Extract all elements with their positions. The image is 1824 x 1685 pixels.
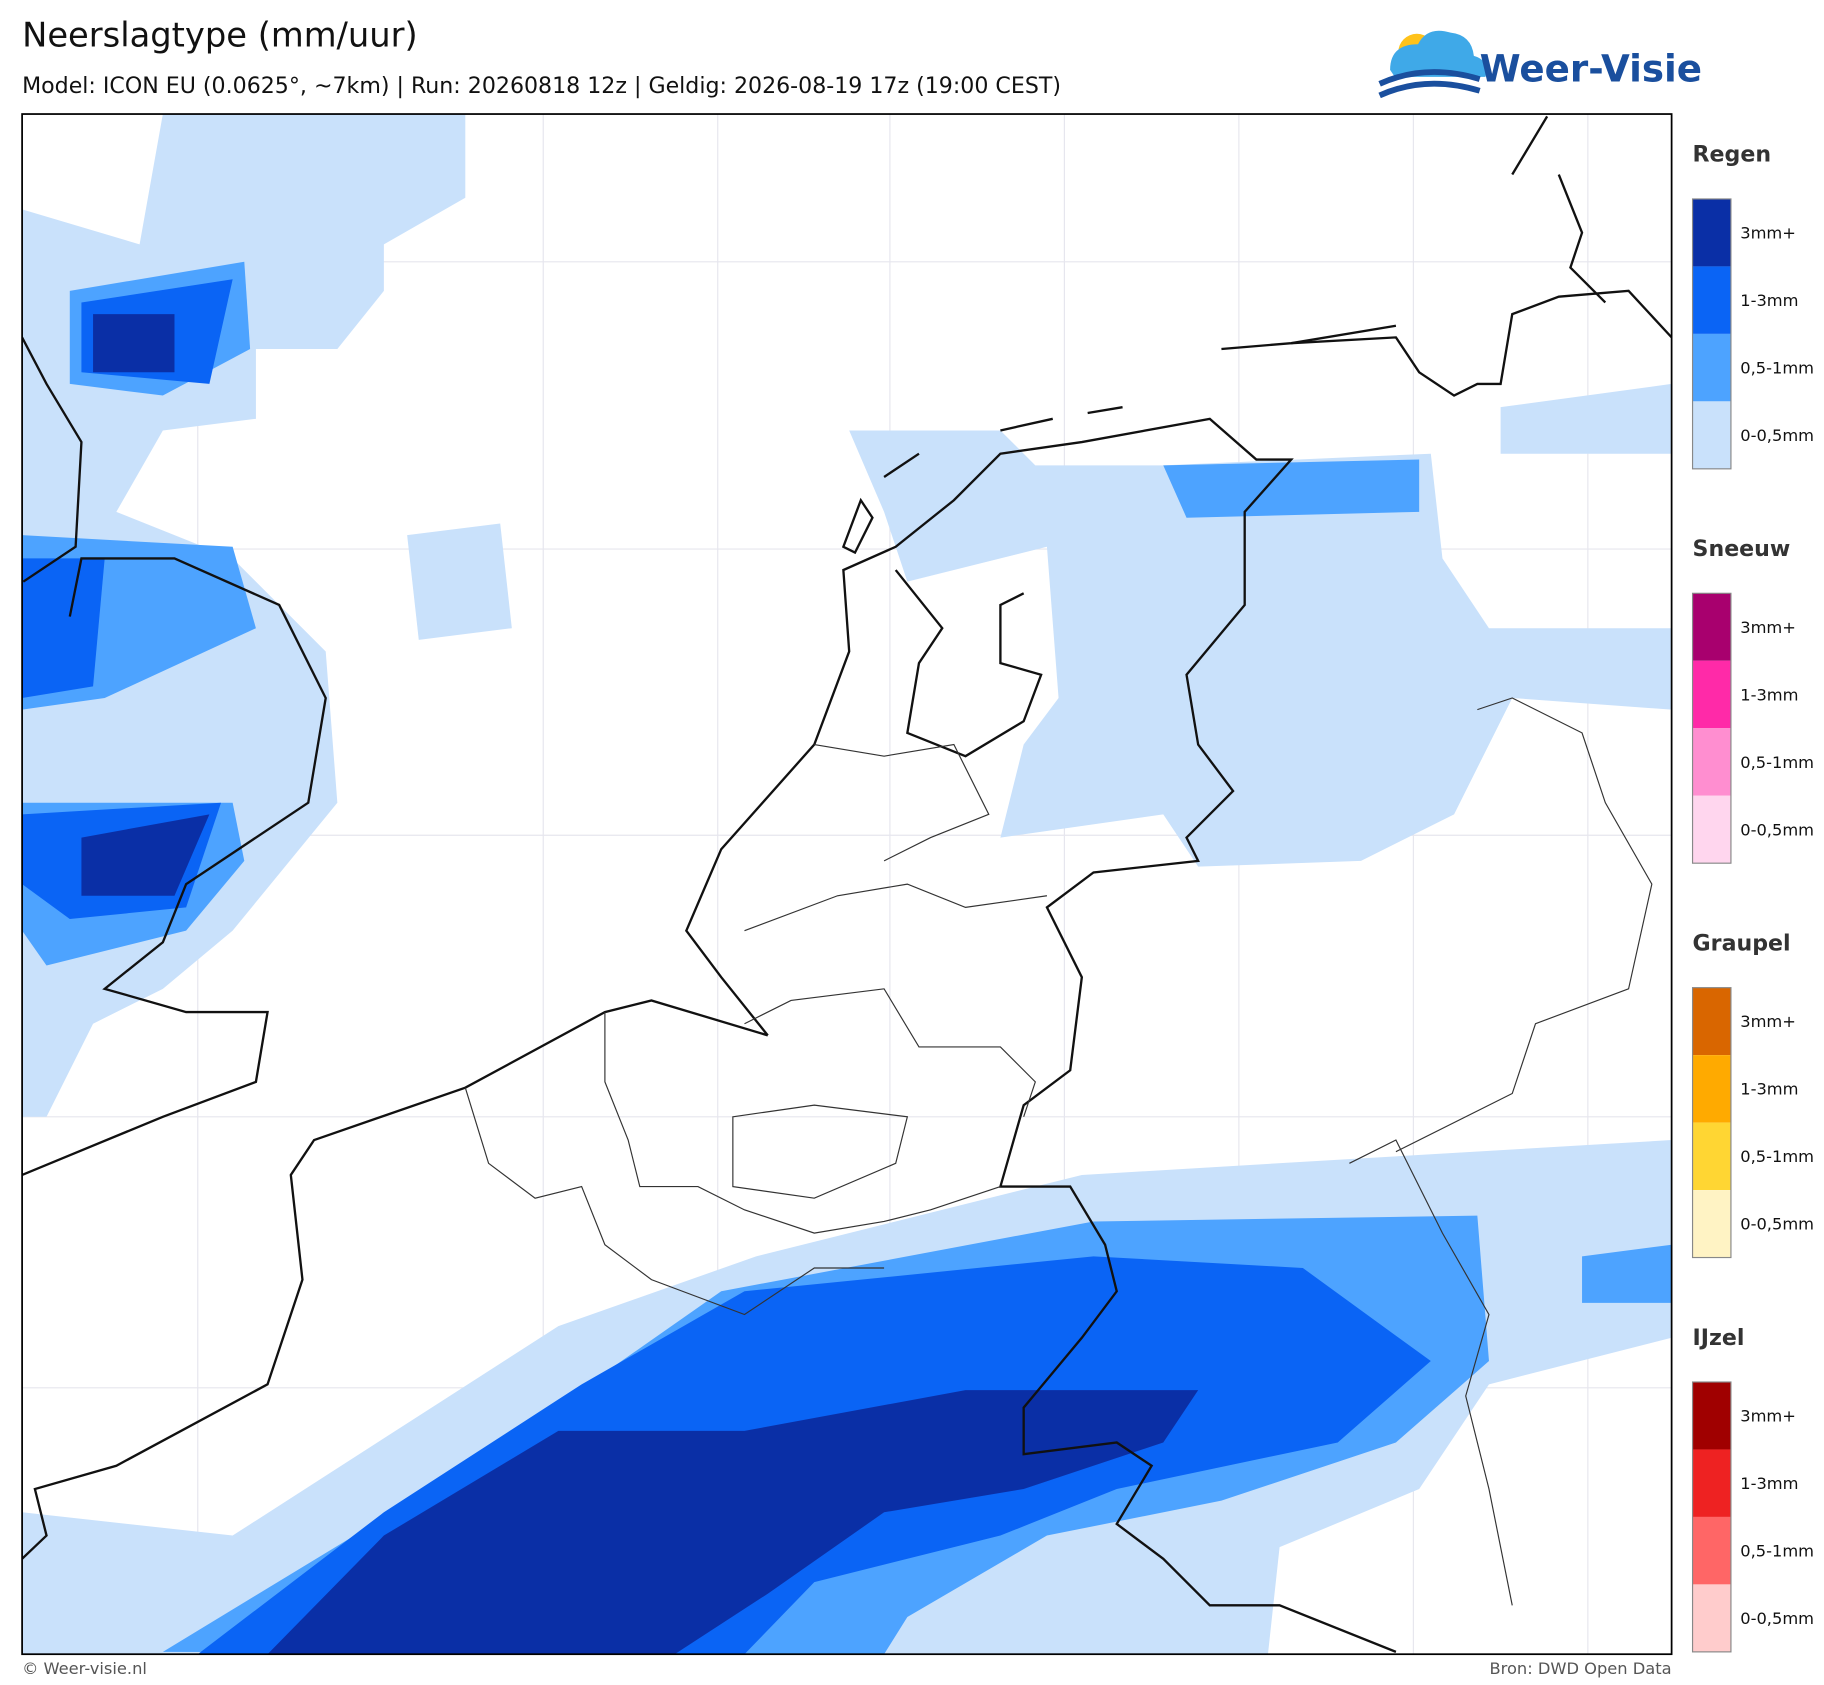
legend-label: 3mm+ — [1740, 1407, 1796, 1426]
legend-label: 0,5-1mm — [1740, 1147, 1814, 1166]
legend-title: Regen — [1693, 142, 1772, 168]
legend-title: IJzel — [1693, 1325, 1745, 1351]
legend-label: 0-0,5mm — [1740, 1215, 1814, 1234]
legend-swatch — [1692, 1584, 1731, 1652]
legend-swatch — [1692, 1190, 1731, 1258]
legend-label: 0-0,5mm — [1740, 820, 1814, 839]
legend-title: Sneeuw — [1693, 536, 1791, 562]
legend-label: 0,5-1mm — [1740, 753, 1814, 772]
legend-label: 3mm+ — [1740, 1012, 1796, 1031]
legend-label: 0-0,5mm — [1740, 426, 1814, 445]
legend-label: 1-3mm — [1740, 291, 1798, 310]
legend: Regen 3mm+ 1-3mm 0,5-1mm 0-0,5mm Sneeuw 3mm+ 1-… — [1691, 142, 1814, 1653]
legend-swatch — [1692, 593, 1731, 661]
legend-swatch — [1692, 333, 1731, 402]
legend-swatch — [1692, 266, 1731, 334]
legend-label: 1-3mm — [1740, 1474, 1798, 1493]
precipitation — [22, 114, 1672, 1655]
legend-label: 3mm+ — [1740, 618, 1796, 637]
legend-label: 3mm+ — [1740, 224, 1796, 243]
legend-swatch — [1692, 1516, 1731, 1585]
logo: Weer-Visie — [1378, 30, 1702, 99]
legend-swatch — [1692, 660, 1731, 729]
legend-label: 0,5-1mm — [1740, 358, 1814, 377]
legend-swatch — [1692, 987, 1731, 1056]
legend-swatch — [1692, 401, 1731, 469]
logo-text: Weer-Visie — [1480, 46, 1702, 90]
subtitle: Model: ICON EU (0.0625°, ~7km) | Run: 20… — [22, 73, 1061, 99]
legend-label: 0,5-1mm — [1740, 1541, 1814, 1560]
legend-box — [1691, 987, 1732, 1259]
legend-swatch — [1692, 1449, 1731, 1517]
legend-box — [1691, 592, 1732, 864]
map — [21, 113, 1673, 1656]
legend-swatch — [1692, 728, 1731, 796]
title: Neerslagtype (mm/uur) — [22, 16, 418, 55]
legend-label: 1-3mm — [1740, 685, 1798, 704]
legend-box — [1691, 198, 1732, 470]
legend-label: 0-0,5mm — [1740, 1609, 1814, 1628]
legend-swatch — [1692, 198, 1731, 267]
legend-title: Graupel — [1693, 930, 1791, 956]
legend-swatch — [1692, 1055, 1731, 1123]
legend-label: 1-3mm — [1740, 1080, 1798, 1099]
legend-swatch — [1692, 795, 1731, 864]
legend-swatch — [1692, 1382, 1731, 1450]
coastlines — [22, 115, 1672, 1653]
footer-source: Bron: DWD Open Data — [1489, 1659, 1671, 1678]
legend-box — [1691, 1381, 1732, 1653]
borders — [464, 697, 1653, 1606]
legend-swatch — [1692, 1122, 1731, 1191]
footer-credit: © Weer-visie.nl — [22, 1659, 147, 1678]
